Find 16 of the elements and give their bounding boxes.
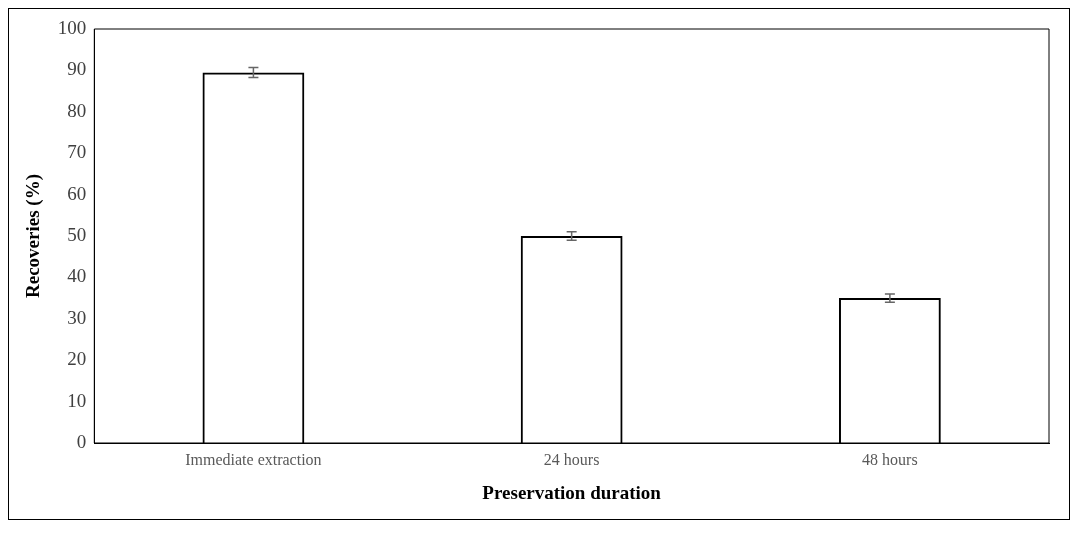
y-tick-label: 40 bbox=[67, 265, 87, 287]
y-axis-title: Recoveries (%) bbox=[22, 174, 45, 298]
y-tick-label: 60 bbox=[67, 182, 87, 204]
y-tick-label: 10 bbox=[67, 389, 87, 411]
x-tick-label: Immediate extraction bbox=[185, 450, 322, 468]
y-tick-label: 80 bbox=[67, 99, 87, 121]
y-tick-label: 20 bbox=[67, 348, 87, 370]
y-tick-label: 90 bbox=[67, 58, 87, 80]
y-tick-label: 100 bbox=[57, 16, 87, 38]
x-tick-label: 48 hours bbox=[862, 450, 918, 468]
y-tick-label: 70 bbox=[67, 141, 87, 163]
y-tick-label: 30 bbox=[67, 306, 87, 328]
y-tick-label: 0 bbox=[76, 430, 87, 452]
x-tick-label: 24 hours bbox=[543, 450, 600, 468]
y-tick-label: 50 bbox=[67, 223, 87, 245]
x-axis-title: Preservation duration bbox=[482, 481, 662, 503]
